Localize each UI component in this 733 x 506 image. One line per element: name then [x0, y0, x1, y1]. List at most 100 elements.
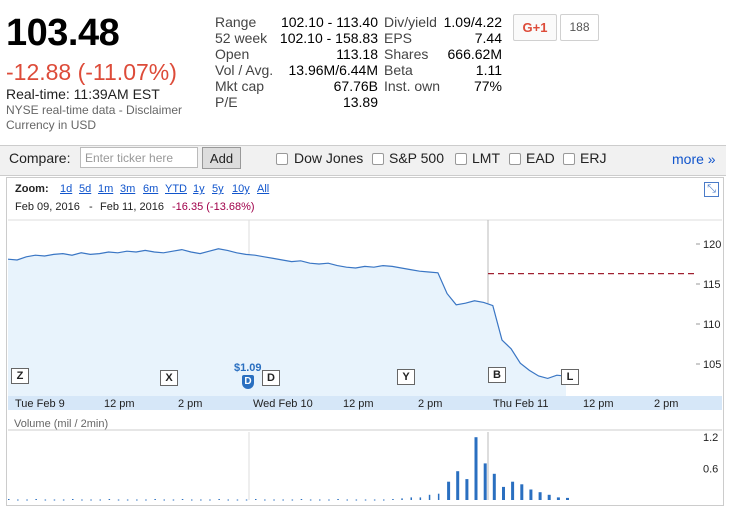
compare-option-label: Dow Jones — [294, 150, 364, 166]
stat-label: Open — [215, 46, 250, 62]
volume-bar — [447, 481, 451, 500]
add-ticker-button[interactable]: Add — [202, 147, 241, 169]
x-tick-label: 2 pm — [178, 398, 202, 410]
news-flag-b[interactable]: B — [488, 367, 506, 383]
volume-bar — [90, 499, 92, 501]
volume-bar — [538, 492, 542, 500]
zoom-1m[interactable]: 1m — [98, 183, 114, 195]
news-flag-z[interactable]: Z — [11, 368, 29, 384]
volume-bar — [163, 499, 165, 501]
volume-bar — [566, 497, 569, 500]
stat-value: 113.18 — [336, 46, 378, 62]
stock-price: 103.48 — [6, 12, 120, 54]
zoom-10y[interactable]: 10y — [232, 183, 250, 195]
checkbox-dow-jones[interactable] — [276, 153, 288, 165]
checkbox-ead[interactable] — [509, 153, 521, 165]
volume-bar — [428, 494, 431, 500]
volume-bar — [117, 499, 120, 501]
stat-value: 13.96M/6.44M — [288, 62, 379, 78]
volume-bar — [72, 499, 74, 500]
data-source-disclaimer[interactable]: NYSE real-time data - Disclaimer — [6, 103, 183, 117]
stat-value: 7.44 — [474, 30, 502, 46]
checkbox-lmt[interactable] — [455, 153, 467, 165]
volume-bar — [181, 499, 184, 500]
volume-bar — [108, 499, 111, 500]
checkbox-erj[interactable] — [563, 153, 575, 165]
stats-left-values: 102.10 - 113.40 102.10 - 158.83 113.18 1… — [270, 14, 378, 110]
volume-bar — [474, 437, 478, 500]
x-tick-label: 2 pm — [654, 398, 678, 410]
volume-bar — [35, 499, 37, 500]
volume-bar — [209, 499, 211, 501]
volume-bar — [392, 499, 394, 500]
y-tick-label: 110 — [703, 319, 721, 331]
volume-bar — [373, 499, 376, 501]
expand-chart-icon[interactable]: ⤡ — [704, 182, 719, 197]
y-tick-label: 115 — [703, 279, 721, 291]
stat-value: 77% — [473, 78, 502, 94]
compare-option-label: ERJ — [580, 150, 607, 166]
x-tick-label: Wed Feb 10 — [253, 398, 313, 410]
news-flag-d[interactable]: D — [262, 370, 280, 386]
x-tick-label: 12 pm — [583, 398, 614, 410]
zoom-1y[interactable]: 1y — [193, 183, 205, 195]
date-to: Feb 11, 2016 — [100, 201, 165, 213]
price-area — [8, 248, 566, 396]
zoom-1d[interactable]: 1d — [60, 183, 73, 195]
compare-option-label: EAD — [526, 150, 555, 166]
volume-bar — [456, 471, 460, 500]
news-flag-x[interactable]: X — [160, 370, 178, 386]
volume-bar — [227, 499, 229, 501]
news-flag-l[interactable]: L — [561, 369, 579, 385]
news-flag-y[interactable]: Y — [397, 369, 415, 385]
volume-bar — [291, 499, 294, 501]
volume-bar — [273, 499, 275, 501]
volume-bar — [556, 497, 560, 500]
volume-bar — [309, 499, 312, 501]
stat-label: Beta — [384, 62, 413, 78]
more-compare-link[interactable]: more » — [672, 151, 716, 167]
zoom-5y[interactable]: 5y — [212, 183, 224, 195]
checkbox-sp500[interactable] — [372, 153, 384, 165]
volume-label: Volume (mil / 2min) — [14, 418, 109, 430]
stat-value: 67.76B — [333, 78, 378, 94]
zoom-5d[interactable]: 5d — [79, 183, 92, 195]
dividend-flag[interactable]: D — [242, 375, 254, 389]
stat-label: 52 week — [215, 30, 268, 46]
volume-bar — [282, 499, 284, 501]
volume-bar — [465, 479, 469, 500]
volume-bar — [26, 499, 28, 501]
range-change: -16.35 (-13.68%) — [172, 201, 255, 213]
x-tick-label: 12 pm — [343, 398, 374, 410]
x-tick-label: 12 pm — [104, 398, 135, 410]
volume-bar — [236, 499, 239, 501]
zoom-label: Zoom: — [15, 183, 49, 195]
zoom-all[interactable]: All — [257, 183, 270, 195]
volume-bar — [337, 499, 339, 500]
stat-label: EPS — [384, 30, 413, 46]
volume-bar — [17, 499, 19, 501]
volume-tick-label: 0.6 — [703, 464, 718, 476]
compare-option-label: LMT — [472, 150, 500, 166]
volume-bar — [245, 499, 248, 501]
x-tick-label: Tue Feb 9 — [15, 398, 65, 410]
ticker-input[interactable]: Enter ticker here — [80, 147, 198, 168]
volume-bar — [154, 499, 156, 500]
stat-label: Range — [215, 14, 257, 30]
stat-value: 1.09/4.22 — [443, 14, 502, 30]
volume-bars — [8, 437, 569, 501]
compare-label: Compare: — [9, 150, 71, 166]
volume-bar — [401, 498, 403, 500]
zoom-3m[interactable]: 3m — [120, 183, 136, 195]
volume-bar — [255, 499, 257, 500]
volume-bar — [410, 497, 412, 500]
zoom-ytd[interactable]: YTD — [165, 183, 187, 195]
volume-bar — [502, 486, 505, 500]
stat-label: Inst. own — [384, 78, 441, 94]
volume-bar — [419, 497, 422, 500]
google-plus-button[interactable]: G+1 — [513, 14, 557, 41]
stats-right-labels: Div/yield EPS Shares Beta Inst. own — [384, 14, 440, 94]
zoom-6m[interactable]: 6m — [143, 183, 159, 195]
y-axis-ticks: 120 115 110 105 — [696, 239, 721, 371]
